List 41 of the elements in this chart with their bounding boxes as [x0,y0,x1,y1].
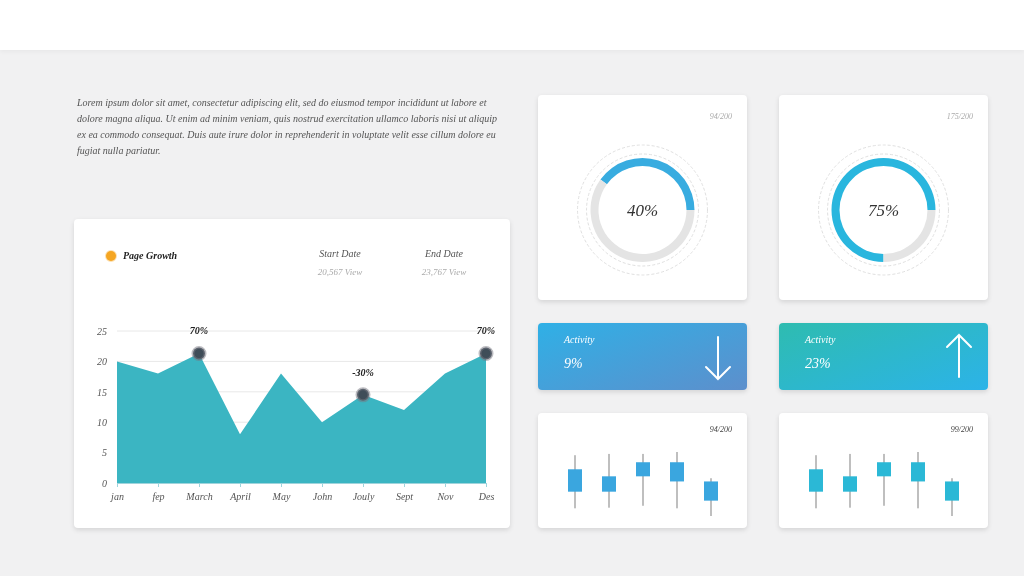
chart-title: Page Growth [123,250,178,261]
text: 75% [867,201,900,220]
x-tick-label: Jouly [352,491,375,503]
y-tick-label: 15 [97,386,107,398]
x-tick-label: Nov [436,491,455,503]
text: 23% [805,356,831,371]
text: Activity [804,334,837,345]
x-tick-label: March [185,491,213,503]
annotation: 70% [189,325,209,337]
y-tick-label: 10 [97,416,107,428]
x-tick-label: Sept [395,491,414,503]
text: End Date [423,248,464,259]
text: 23,767 View [421,267,467,277]
candlestick [843,453,857,508]
text: 99/200 [950,425,973,434]
y-tick-label: 25 [97,325,107,337]
x-tick-label: May [271,491,291,503]
text: Activity [563,334,596,345]
text: Lorem ipsum dolor sit amet, consectetur adipiscing elit, sed do eiusmod tempor incididunt ut labore et dolore magna aliqua. Ut enim ad minim veniam, quis nostrud exercitation ullamco laboris nisi ut aliquip ex ea commodo consequat. Duis aute irure dolor in reprehenderit in voluptate velit esse cillum dolore eu fugiat nulla pariatur. [77,96,499,158]
x-tick-label: April [229,491,251,503]
candlestick [636,453,650,506]
text: 175/200 [946,112,973,121]
donut-slice [831,158,936,262]
text: 9% [564,356,583,371]
y-tick-label: 5 [102,447,107,459]
candlestick [602,453,616,508]
annotation: -30% [352,366,374,378]
x-tick-label: fep [152,491,165,503]
donut-slice [590,179,695,262]
x-tick-label: jan [109,491,124,503]
text: 94/200 [709,112,732,121]
text: Start Date [319,248,362,259]
y-tick-label: 0 [102,477,107,489]
x-tick-label: Des [477,491,495,503]
annotation: 70% [476,325,496,337]
text: 20,567 View [317,267,363,277]
text: 40% [626,201,659,220]
candlestick [877,453,891,506]
x-tick-label: John [312,491,333,503]
text: 94/200 [709,425,732,434]
y-tick-label: 20 [97,356,107,368]
